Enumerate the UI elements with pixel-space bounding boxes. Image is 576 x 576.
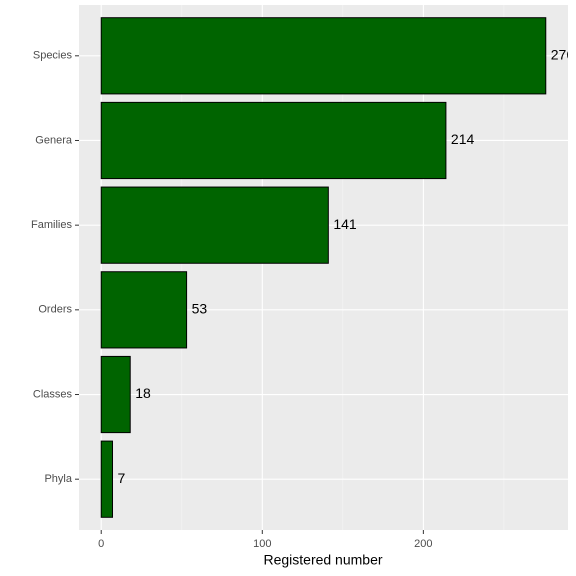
bar [100,186,329,264]
bar [100,355,131,434]
y-tick-label: Phyla [44,473,72,485]
x-tick-label: 0 [98,538,104,550]
bar [100,271,188,349]
value-label: 18 [135,385,151,401]
y-tick-label: Classes [33,388,73,400]
y-tick-label: Orders [38,304,72,316]
bar [100,17,547,95]
value-label: 141 [333,216,357,232]
value-label: 214 [451,131,475,147]
value-label: 276 [551,47,575,63]
bar [100,101,447,180]
x-axis-title: Registered number [263,552,382,568]
y-tick-label: Families [31,219,72,231]
y-tick-label: Species [33,50,73,62]
x-tick-label: 100 [253,538,271,550]
bar [100,440,114,518]
y-tick-label: Genera [35,134,73,146]
x-tick-label: 200 [414,538,432,550]
value-label: 7 [118,470,126,486]
value-label: 53 [192,301,208,317]
